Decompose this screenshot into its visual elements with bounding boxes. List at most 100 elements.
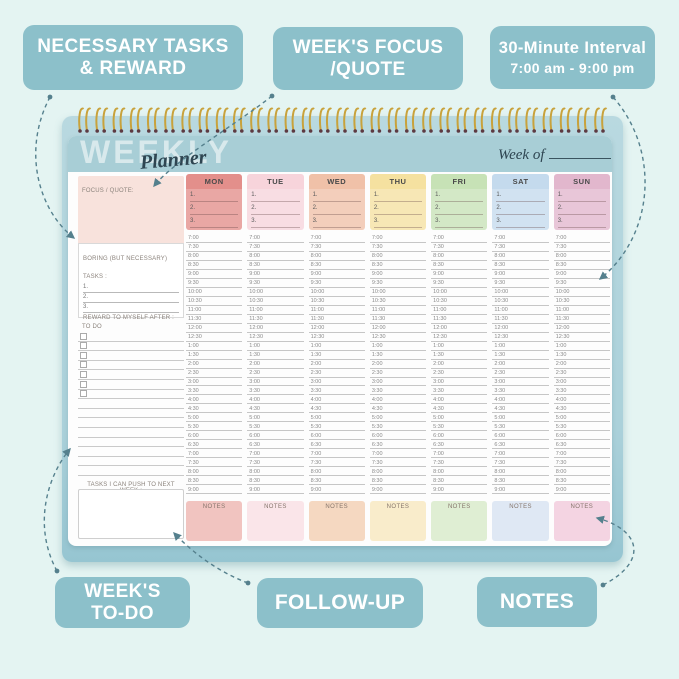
time-slot: 4:30: [308, 404, 365, 414]
time-grid: 7:00 7:30 8:00 8:30 9:00 9:30 10:00 10:30 11:00 1…: [308, 234, 365, 495]
time-slot: 8:30: [492, 261, 549, 270]
day-priority-box: SUN 1. 2. 3.: [553, 174, 610, 230]
time-slot: 7:30: [553, 243, 610, 252]
numbered-line: 3.: [83, 303, 179, 313]
day-column: MON 1. 2. 3. 7:00 7:30 8:00 8:30 9:00 9:30 10:00 10…: [186, 174, 243, 541]
time-slot: 7:00: [308, 234, 365, 243]
todo-line: [78, 428, 184, 438]
time-slot: 7:00: [186, 234, 243, 243]
numbered-line: 2.: [83, 293, 179, 303]
time-slot: 11:30: [492, 315, 549, 324]
focus-quote-box: FOCUS / QUOTE:: [78, 176, 184, 248]
time-slot: 7:30: [247, 243, 304, 252]
time-slot: 9:00: [553, 270, 610, 279]
time-slot: 3:30: [369, 386, 427, 396]
time-slot: 11:00: [247, 306, 304, 315]
time-slot: 3:30: [431, 386, 488, 396]
time-slot: 10:00: [369, 288, 427, 297]
time-slot: 8:00: [553, 252, 610, 261]
time-slot: 6:00: [492, 431, 549, 441]
priority-line: 1.: [557, 189, 606, 202]
day-priority-box: TUE 1. 2. 3.: [247, 174, 304, 230]
time-slot: 4:00: [492, 395, 549, 405]
time-slot: 6:30: [308, 440, 365, 450]
time-slot: 8:00: [186, 467, 243, 477]
priority-lines: 1. 2. 3.: [308, 189, 365, 230]
callout-weeks-todo: WEEK'S TO-DO: [55, 577, 190, 628]
time-slot: 1:30: [553, 351, 610, 360]
priority-line: 2.: [435, 202, 484, 215]
time-slot: 7:30: [369, 458, 427, 468]
priority-lines: 1. 2. 3.: [369, 189, 427, 230]
time-slot: 6:30: [247, 440, 304, 450]
time-slot: 9:00: [492, 485, 549, 495]
time-slot: 5:00: [492, 413, 549, 423]
planner-page: WEEKLY Planner Week of FOCUS / QUOTE: BO…: [68, 134, 612, 546]
callout-text: 30-Minute Interval: [498, 38, 647, 57]
time-slot: 6:30: [553, 440, 610, 450]
time-slot: 2:30: [492, 369, 549, 378]
time-slot: 3:30: [308, 386, 365, 396]
time-slot: 7:00: [186, 449, 243, 459]
time-slot: 8:30: [308, 476, 365, 486]
time-slot: 12:00: [369, 324, 427, 333]
time-slot: 9:00: [308, 485, 365, 495]
day-priority-box: SAT 1. 2. 3.: [492, 174, 549, 230]
notes-box: NOTES: [431, 501, 488, 541]
time-slot: 5:00: [308, 413, 365, 423]
time-slot: 4:00: [431, 395, 488, 405]
time-slot: 11:00: [369, 306, 427, 315]
callout-follow-up: FOLLOW-UP: [257, 578, 423, 628]
time-slot: 2:00: [492, 360, 549, 369]
time-slot: 7:00: [431, 449, 488, 459]
arrow-start-dot: [610, 94, 616, 100]
time-slot: 7:30: [186, 243, 243, 252]
time-slot: 9:30: [553, 279, 610, 288]
priority-line: 2.: [496, 202, 545, 215]
time-slot: 8:30: [186, 476, 243, 486]
time-slot: 12:00: [431, 324, 488, 333]
todo-line: [78, 457, 184, 467]
time-slot: 3:00: [492, 378, 549, 387]
time-slot: 8:00: [369, 467, 427, 477]
priority-line: 3.: [557, 215, 606, 228]
day-header: SAT: [512, 177, 529, 186]
time-slot: 12:30: [247, 333, 304, 342]
day-column: FRI 1. 2. 3. 7:00 7:30 8:00 8:30 9:00 9:30 10:00 10…: [431, 174, 488, 541]
todo-line: [78, 399, 184, 409]
priority-line: 3.: [251, 215, 300, 228]
time-slot: 4:00: [553, 395, 610, 405]
time-slot: 6:30: [369, 440, 427, 450]
time-slot: 12:00: [186, 324, 243, 333]
time-slot: 2:30: [247, 369, 304, 378]
time-slot: 8:00: [492, 467, 549, 477]
time-slot: 11:30: [308, 315, 365, 324]
time-slot: 1:30: [247, 351, 304, 360]
time-slot: 10:00: [308, 288, 365, 297]
todo-line: [78, 418, 184, 428]
time-slot: 11:00: [308, 306, 365, 315]
time-slot: 1:30: [492, 351, 549, 360]
priority-line: 2.: [373, 202, 423, 215]
notes-box: NOTES: [492, 501, 549, 541]
todo-line: [78, 438, 184, 448]
time-slot: 3:00: [431, 378, 488, 387]
time-slot: 10:30: [308, 297, 365, 306]
time-slot: 12:00: [553, 324, 610, 333]
todo-line: [78, 409, 184, 419]
time-slot: 6:30: [492, 440, 549, 450]
priority-line: 1.: [312, 189, 361, 202]
time-slot: 10:30: [369, 297, 427, 306]
callout-text: 7:00 am - 9:00 pm: [510, 59, 635, 76]
time-slot: 9:00: [431, 270, 488, 279]
time-slot: 8:00: [308, 467, 365, 477]
time-slot: 1:00: [492, 342, 549, 351]
time-slot: 6:00: [369, 431, 427, 441]
callout-text: NECESSARY TASKS: [37, 35, 229, 57]
focus-quote-label: FOCUS / QUOTE:: [82, 188, 134, 194]
time-slot: 12:30: [553, 333, 610, 342]
priority-line: 2.: [312, 202, 361, 215]
time-slot: 6:00: [308, 431, 365, 441]
time-slot: 7:00: [492, 449, 549, 459]
